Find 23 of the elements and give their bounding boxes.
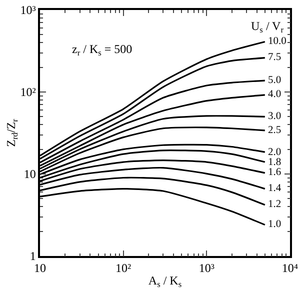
series-label: 5.0 (268, 75, 282, 86)
series-label: 1.6 (268, 167, 282, 178)
y-tick-label: 1 (30, 249, 36, 264)
series-label: 1.8 (268, 157, 282, 168)
legend-title: U$_{s}$ / V$_{r}$ (251, 19, 284, 35)
annotation: z$_{r}$ / K$_{s}$ = 500 (72, 42, 132, 58)
series-label: 2.5 (268, 125, 282, 136)
y-tick-label: 10² (20, 85, 36, 100)
series-label: 3.0 (268, 111, 282, 122)
series-label: 2.0 (268, 147, 282, 158)
x-tick-label: 10² (116, 261, 132, 276)
series-label: 10.0 (268, 36, 286, 47)
y-tick-label: 10 (24, 167, 36, 182)
y-tick-label: 10³ (20, 3, 36, 18)
series-label: 1.2 (268, 199, 282, 210)
series-label: 7.5 (268, 52, 282, 63)
x-tick-label: 10³ (198, 261, 215, 276)
x-axis-title: A$_{s}$ / K$_{s}$ (148, 274, 182, 290)
series-label: 1.0 (268, 219, 282, 230)
x-tick-label: 10 (34, 261, 46, 276)
series-label: 4.0 (268, 89, 282, 100)
series-label: 1.4 (268, 183, 282, 194)
x-tick-label: 10⁴ (282, 261, 298, 276)
